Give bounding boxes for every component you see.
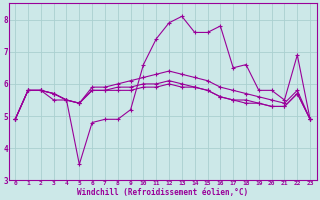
X-axis label: Windchill (Refroidissement éolien,°C): Windchill (Refroidissement éolien,°C) <box>77 188 248 197</box>
